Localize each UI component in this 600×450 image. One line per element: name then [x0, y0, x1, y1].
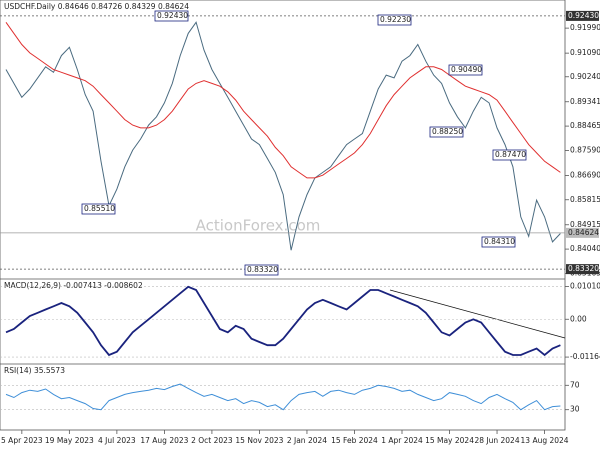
series-line [5, 383, 561, 411]
annotation-label: 0.83320 [247, 265, 278, 274]
x-tick-label: 15 May 2024 [425, 436, 474, 445]
y-tick-label: 0.88465 [570, 121, 600, 130]
level-label: 0.83320 [568, 264, 599, 273]
annotation-label: 0.87470 [495, 150, 526, 159]
level-box [566, 264, 599, 275]
x-tick-label: 1 Apr 2024 [381, 436, 423, 445]
y-tick-label: 0.00 [570, 314, 587, 323]
rsi-title: RSI(14) 35.5573 [4, 366, 65, 375]
level-label: 0.92430 [568, 11, 599, 20]
x-tick-label: 5 Apr 2023 [1, 436, 43, 445]
annotation-label: 0.88250 [432, 127, 463, 136]
annotation-box [154, 10, 189, 22]
level-box [566, 227, 599, 238]
x-tick-label: 19 May 2023 [45, 436, 94, 445]
y-tick-label: 0.89341 [570, 97, 600, 106]
y-tick-label: 0.010101 [570, 281, 600, 290]
y-tick-label: 0.84915 [570, 220, 600, 229]
level-label: 0.84624 [568, 228, 599, 237]
series-line [5, 21, 561, 251]
x-tick-label: 15 Feb 2024 [331, 436, 378, 445]
level-box [566, 10, 599, 21]
annotation-label: 0.92430 [157, 11, 188, 20]
x-tick-label: 4 Jul 2023 [98, 436, 136, 445]
series-line [5, 285, 561, 357]
annotation-box [481, 236, 516, 248]
annotation-box [244, 264, 279, 276]
annotation-box [448, 64, 483, 76]
series-line [5, 22, 561, 179]
annotation-label: 0.85510 [84, 204, 115, 213]
y-tick-label: 30 [570, 405, 580, 414]
y-tick-label: 0.85815 [570, 195, 600, 204]
y-tick-label: 0.84040 [570, 244, 600, 253]
x-tick-label: 15 Nov 2023 [235, 436, 283, 445]
trend-line [389, 289, 566, 339]
y-tick-label: 0.86690 [570, 170, 600, 179]
annotation-box [81, 203, 116, 215]
chart-title: USDCHF.Daily 0.84646 0.84726 0.84329 0.8… [4, 2, 189, 11]
y-tick-label: 0.91990 [570, 23, 600, 32]
x-tick-label: 2 Jan 2024 [287, 436, 327, 445]
y-tick-label: 70 [570, 380, 580, 389]
y-tick-label: 0.90240 [570, 72, 600, 81]
annotation-label: 0.84310 [484, 237, 515, 246]
watermark: ActionForex.com [196, 217, 321, 235]
x-tick-label: 2 Oct 2023 [191, 436, 233, 445]
annotation-label: 0.92230 [380, 15, 411, 24]
y-tick-label: 0.87590 [570, 145, 600, 154]
annotation-label: 0.90490 [451, 65, 482, 74]
x-tick-label: 28 Jun 2024 [474, 436, 519, 445]
x-tick-label: 13 Aug 2024 [521, 436, 569, 445]
annotation-box [377, 14, 412, 26]
annotation-box [429, 126, 464, 138]
macd-title: MACD(12,26,9) -0.007413 -0.008602 [4, 281, 143, 290]
x-tick-label: 17 Aug 2023 [140, 436, 188, 445]
y-tick-label: 0.91090 [570, 48, 600, 57]
annotation-box [492, 149, 527, 161]
y-tick-label: -0.011645 [570, 352, 600, 361]
